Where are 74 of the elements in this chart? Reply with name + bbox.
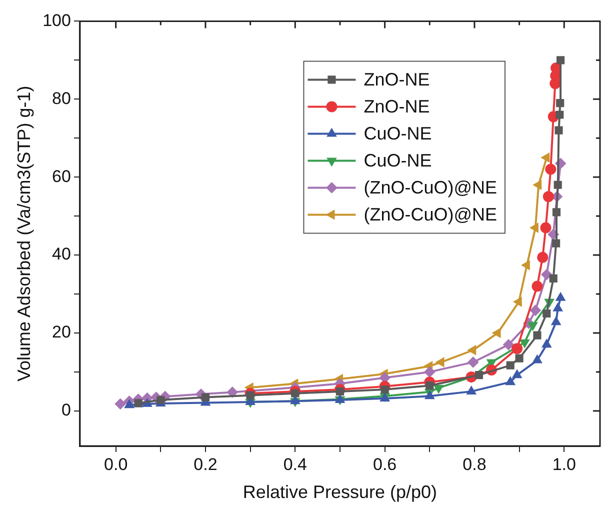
point	[520, 339, 530, 348]
point	[426, 382, 434, 390]
point	[541, 269, 552, 280]
x-tick-label: 0.8	[462, 454, 486, 474]
point	[533, 331, 542, 340]
point	[541, 152, 550, 162]
point	[506, 376, 516, 386]
point	[530, 304, 541, 316]
x-tick-label: 0.4	[283, 454, 307, 474]
y-tick-label: 100	[42, 10, 71, 30]
point	[512, 370, 522, 378]
point	[552, 208, 561, 216]
point	[156, 396, 165, 404]
legend-label: CuO-NE	[364, 150, 432, 171]
point	[540, 222, 552, 234]
point	[542, 339, 552, 348]
point	[537, 252, 548, 263]
point	[492, 328, 501, 338]
point	[551, 316, 561, 326]
y-tick-label: 80	[52, 88, 71, 108]
point	[532, 354, 542, 364]
legend-label: ZnO-NE	[364, 96, 430, 117]
point	[512, 343, 523, 354]
point	[468, 356, 479, 368]
point	[521, 260, 530, 270]
legend-label: (ZnO-CuO)@NE	[364, 178, 498, 198]
point	[291, 389, 300, 398]
y-tick-label: 40	[52, 244, 71, 264]
point	[466, 386, 476, 394]
point	[468, 345, 476, 355]
x-tick-label: 0.6	[372, 454, 397, 474]
point	[542, 309, 551, 318]
point	[554, 126, 563, 134]
point	[556, 110, 564, 119]
point	[434, 384, 444, 394]
point	[513, 296, 522, 307]
point	[552, 239, 560, 248]
y-axis-title: Volume Adsorbed (Va/cm3(STP) g-1)	[14, 86, 34, 382]
y-tick-label: 20	[52, 322, 71, 342]
point	[124, 400, 134, 408]
point	[556, 99, 564, 108]
point	[226, 386, 238, 398]
point	[556, 56, 565, 64]
point	[380, 385, 389, 394]
x-tick-label: 0.0	[104, 454, 128, 474]
y-tick-label: 0	[61, 400, 71, 420]
point	[246, 391, 254, 400]
point	[506, 361, 514, 370]
point	[530, 222, 538, 233]
point	[549, 274, 558, 282]
point	[290, 396, 300, 404]
point	[515, 354, 524, 362]
point	[542, 191, 554, 202]
legend-label: (ZnO-CuO)@NE	[364, 204, 498, 225]
point	[424, 366, 436, 378]
x-axis-title: Relative Pressure (p/p0)	[242, 482, 438, 502]
x-tick-label: 1.0	[552, 454, 576, 474]
point	[528, 322, 538, 331]
point	[201, 393, 210, 402]
point	[556, 292, 566, 301]
point	[533, 180, 542, 190]
legend-label: ZnO-NE	[364, 70, 430, 90]
point	[554, 180, 562, 189]
point	[114, 398, 126, 410]
point	[436, 357, 444, 368]
point	[545, 164, 556, 175]
legend-label: CuO-NE	[364, 124, 432, 144]
x-tick-label: 0.2	[194, 454, 218, 474]
y-tick-label: 60	[52, 166, 71, 186]
point	[532, 280, 543, 292]
point	[553, 302, 563, 312]
point	[503, 339, 514, 350]
point	[474, 371, 483, 380]
point	[336, 387, 344, 396]
